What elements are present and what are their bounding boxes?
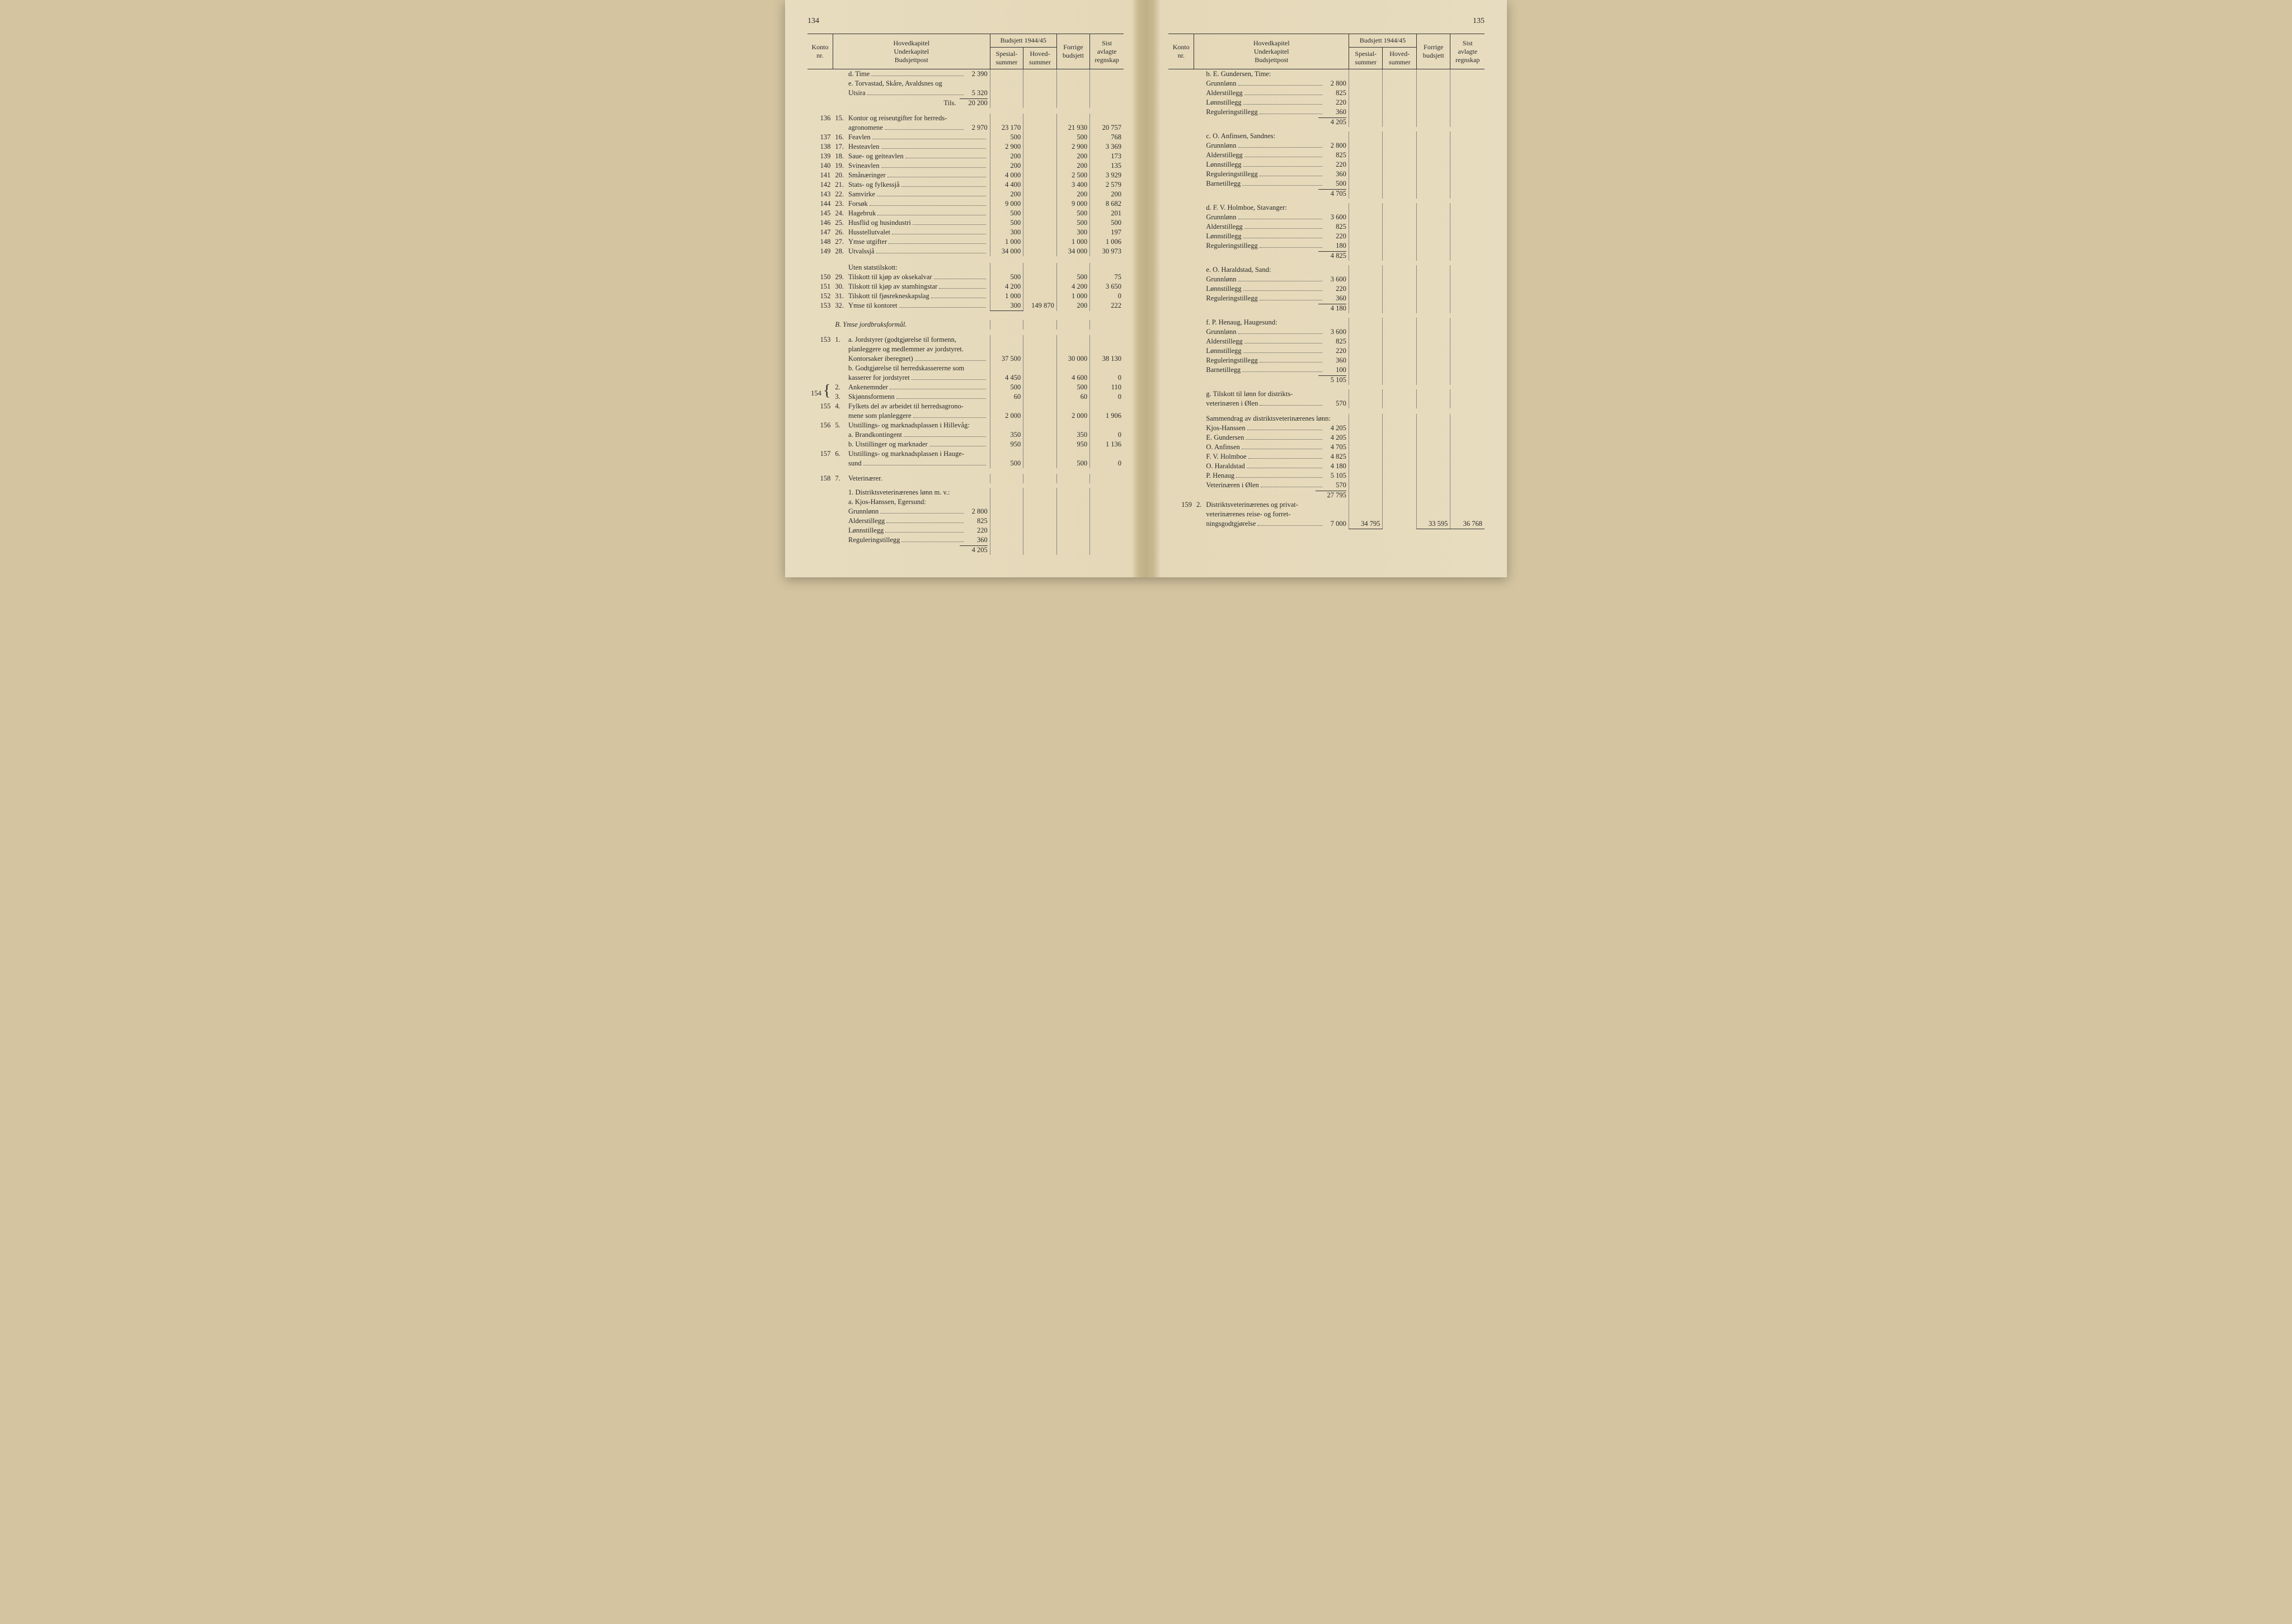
- th-spesial: Spesial-summer: [990, 48, 1023, 69]
- th-konto: Kontonr.: [1168, 34, 1194, 69]
- th-forrige: Forrigebudsjett: [1056, 34, 1089, 69]
- th-forrige: Forrigebudsjett: [1417, 34, 1450, 69]
- th-budsjett: Budsjett 1944/45: [1349, 34, 1416, 48]
- th-hoved: HovedkapitelUnderkapitelBudsjettpost: [833, 34, 990, 69]
- th-konto: Kontonr.: [807, 34, 833, 69]
- tbody-left: d. Time2 390 e. Torvastad, Skåre, Avalds…: [807, 69, 1124, 556]
- th-budsjett: Budsjett 1944/45: [990, 34, 1056, 48]
- th-spesial: Spesial-summer: [1349, 48, 1383, 69]
- tbody-right: b. E. Gundersen, Time: Grunnlønn2 800 Al…: [1168, 69, 1485, 529]
- right-page: 135 Kontonr. HovedkapitelUnderkapitelBud…: [1146, 0, 1507, 577]
- th-sist: Sist avlagteregnskap: [1090, 34, 1124, 69]
- page-number-left: 134: [807, 17, 819, 26]
- th-hovedsum: Hoved-summer: [1023, 48, 1057, 69]
- left-page: 134 Kontonr. HovedkapitelUnderkapitelBud…: [785, 0, 1146, 577]
- budget-table-left: Kontonr. HovedkapitelUnderkapitelBudsjet…: [807, 34, 1124, 555]
- book-spread: 134 Kontonr. HovedkapitelUnderkapitelBud…: [785, 0, 1507, 577]
- budget-table-right: Kontonr. HovedkapitelUnderkapitelBudsjet…: [1168, 34, 1485, 529]
- th-sist: Sist avlagteregnskap: [1450, 34, 1485, 69]
- th-hovedsum: Hoved-summer: [1383, 48, 1417, 69]
- th-hoved: HovedkapitelUnderkapitelBudsjettpost: [1194, 34, 1349, 69]
- page-number-right: 135: [1473, 17, 1485, 26]
